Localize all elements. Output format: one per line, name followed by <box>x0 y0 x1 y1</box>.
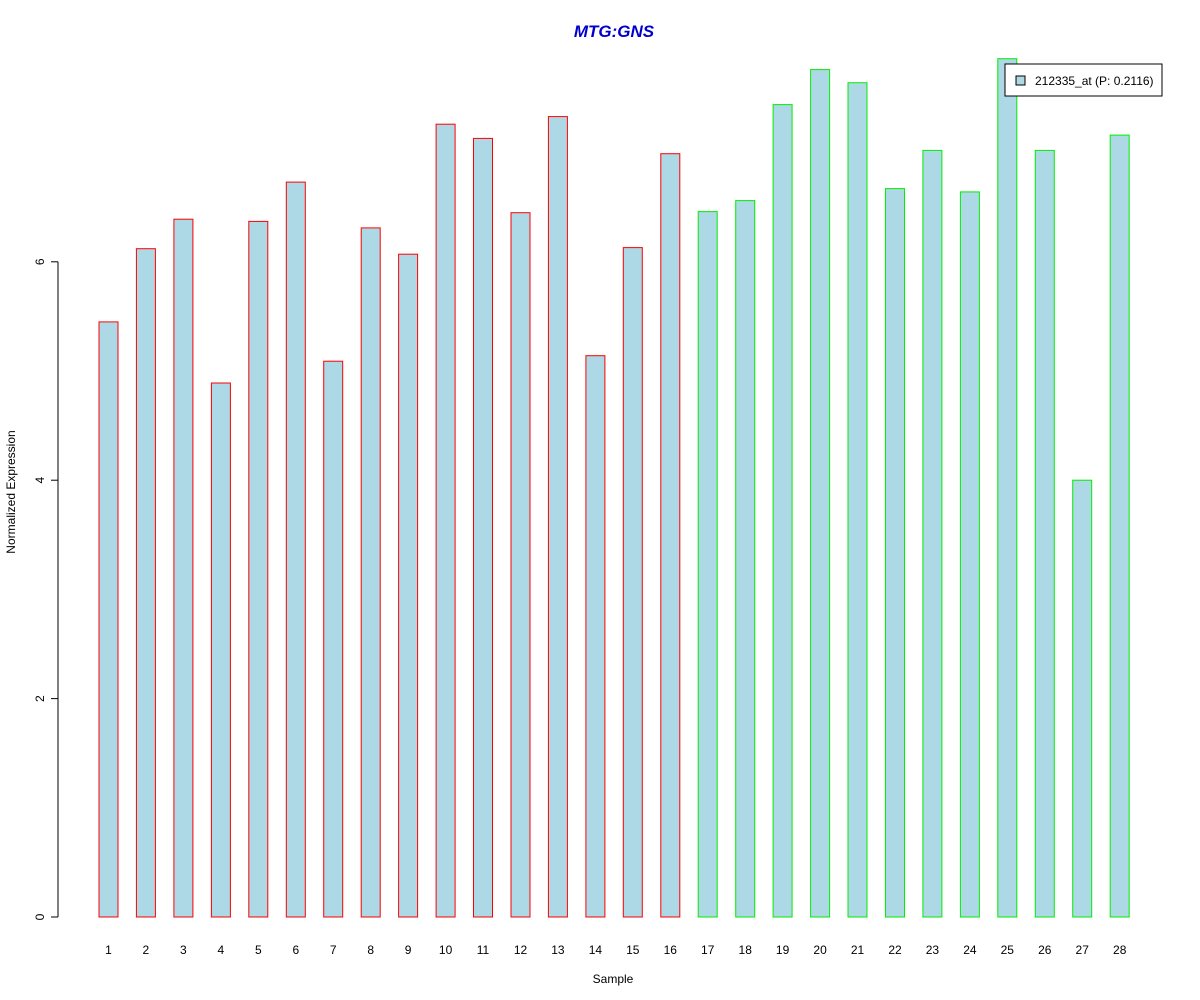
x-tick-label: 25 <box>1001 943 1015 957</box>
y-tick-label: 2 <box>33 695 47 702</box>
bar <box>660 153 681 918</box>
bar <box>810 69 831 918</box>
y-tick-label: 0 <box>33 913 47 920</box>
bar <box>248 220 269 918</box>
x-tick-labels: 1 2 3 4 5 6 7 8 9 10 11 12 13 14 15 16 17 18 19 20 21 22 23 24 2… <box>105 943 1127 957</box>
bar <box>697 211 718 918</box>
bar <box>98 321 119 918</box>
bar <box>959 191 980 918</box>
bar <box>622 247 643 918</box>
legend: 212335_at (P: 0.2116) <box>1004 63 1163 97</box>
x-tick-label: 2 <box>143 943 150 957</box>
x-tick-label: 6 <box>292 943 299 957</box>
x-tick-label: 13 <box>551 943 565 957</box>
x-tick-label: 3 <box>180 943 187 957</box>
x-tick-label: 28 <box>1113 943 1127 957</box>
bar <box>135 248 156 918</box>
bar <box>772 104 793 918</box>
bars <box>98 58 1130 918</box>
x-tick-label: 26 <box>1038 943 1052 957</box>
x-tick-label: 24 <box>963 943 977 957</box>
x-tick-label: 1 <box>105 943 112 957</box>
bar <box>210 382 231 918</box>
bar <box>1109 134 1130 918</box>
x-tick-label: 22 <box>888 943 902 957</box>
x-axis-label: Sample <box>593 972 634 986</box>
x-tick-label: 9 <box>405 943 412 957</box>
x-tick-label: 4 <box>218 943 225 957</box>
bar <box>847 82 868 918</box>
x-tick-label: 21 <box>851 943 865 957</box>
bar <box>585 355 606 918</box>
x-tick-label: 14 <box>589 943 603 957</box>
x-tick-label: 10 <box>439 943 453 957</box>
legend-entry-label: 212335_at (P: 0.2116) <box>1035 74 1154 88</box>
x-tick-label: 12 <box>514 943 528 957</box>
x-tick-label: 11 <box>477 943 490 957</box>
bar <box>360 227 381 918</box>
x-tick-label: 23 <box>926 943 940 957</box>
x-tick-label: 16 <box>664 943 678 957</box>
bar <box>885 188 905 918</box>
bar <box>285 181 306 918</box>
bar <box>547 116 568 918</box>
x-tick-label: 27 <box>1076 943 1090 957</box>
x-tick-label: 7 <box>330 943 337 957</box>
x-tick-label: 5 <box>255 943 262 957</box>
y-tick-label: 4 <box>33 477 47 484</box>
bar <box>510 212 531 918</box>
x-tick-label: 19 <box>776 943 790 957</box>
x-tick-label: 17 <box>701 943 715 957</box>
y-tick-label: 6 <box>33 258 47 265</box>
bar <box>997 58 1018 918</box>
y-axis: 0 2 4 6 <box>33 258 59 920</box>
bar <box>398 253 419 918</box>
x-tick-label: 20 <box>813 943 827 957</box>
y-axis-label: Normalized Expression <box>4 430 18 553</box>
bar <box>435 123 456 918</box>
legend-box <box>1004 63 1163 97</box>
chart-title: MTG:GNS <box>574 22 655 41</box>
bar <box>173 218 194 918</box>
bar <box>473 137 493 918</box>
bar <box>323 360 344 918</box>
x-tick-label: 15 <box>626 943 640 957</box>
x-tick-label: 18 <box>739 943 753 957</box>
x-tick-label: 8 <box>367 943 374 957</box>
bar <box>922 149 943 918</box>
bar <box>1034 149 1055 918</box>
bar <box>735 200 756 918</box>
legend-swatch <box>1015 75 1026 86</box>
bar <box>1072 479 1093 918</box>
